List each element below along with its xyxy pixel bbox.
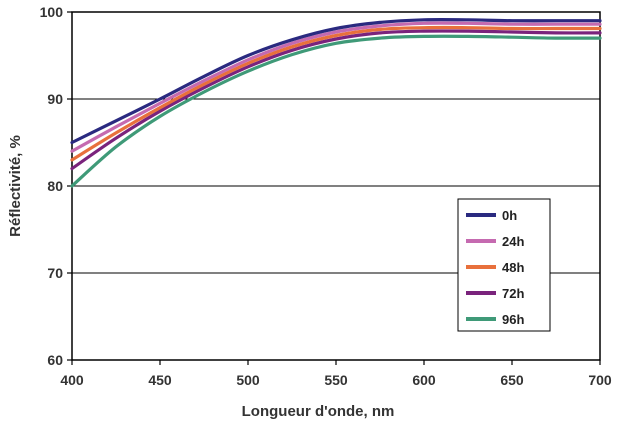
legend-label-48h: 48h <box>502 260 524 275</box>
y-tick-label: 80 <box>47 178 63 194</box>
x-tick-label: 400 <box>60 372 84 388</box>
x-tick-label: 650 <box>500 372 524 388</box>
legend-label-24h: 24h <box>502 234 524 249</box>
series-line-24h <box>70 21 602 153</box>
x-tick-label: 500 <box>236 372 260 388</box>
legend-label-72h: 72h <box>502 286 524 301</box>
legend-label-96h: 96h <box>502 312 524 327</box>
x-tick-label: 600 <box>412 372 436 388</box>
y-tick-label: 90 <box>47 91 63 107</box>
series-line-48h <box>70 25 602 162</box>
y-tick-label: 100 <box>40 4 64 20</box>
y-axis-ticks: 60 70 80 90 100 <box>40 4 72 368</box>
x-axis-title: Longueur d'onde, nm <box>242 403 395 420</box>
y-tick-label: 60 <box>47 352 63 368</box>
x-tick-label: 550 <box>324 372 348 388</box>
series-lines <box>70 17 602 188</box>
x-tick-label: 700 <box>588 372 612 388</box>
series-line-0h <box>70 17 602 145</box>
legend: 0h 24h 48h 72h 96h <box>457 198 551 332</box>
legend-label-0h: 0h <box>502 208 517 223</box>
series-line-72h <box>70 29 602 171</box>
series-line-96h <box>70 34 602 188</box>
y-axis-title: Réflectivité, % <box>7 135 24 237</box>
x-axis-ticks: 400 450 500 550 600 650 700 <box>60 360 612 388</box>
y-tick-label: 70 <box>47 265 63 281</box>
x-tick-label: 450 <box>148 372 172 388</box>
